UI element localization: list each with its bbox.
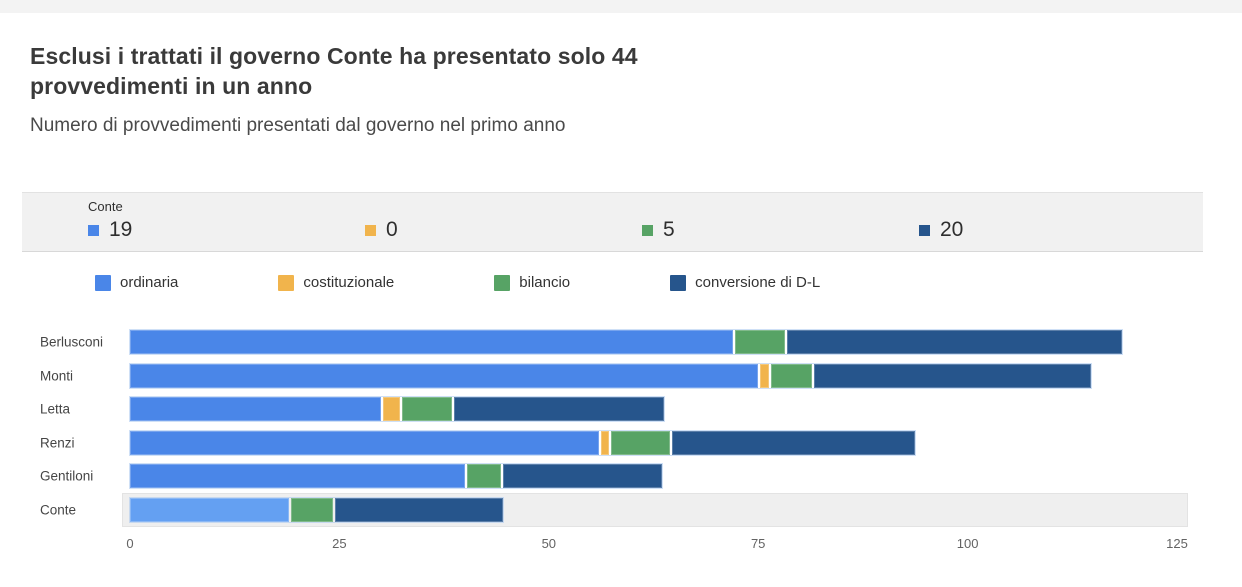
bar-segment-bilancio[interactable] [770, 363, 813, 388]
bilancio-swatch-icon [642, 224, 653, 236]
chart-subtitle: Numero di provvedimenti presentati dal g… [30, 115, 566, 136]
bar-segment-bilancio[interactable] [402, 397, 453, 422]
tooltip-value: 19 [109, 218, 133, 241]
legend-item-bilancio: bilancio [494, 274, 570, 291]
bar-row: Letta [0, 397, 1242, 422]
bar-stack [130, 430, 915, 455]
bar-stack [130, 497, 503, 522]
costituzionale-legend-swatch-icon [278, 274, 295, 291]
bar-segment-costituzionale[interactable] [383, 397, 401, 422]
tooltip-item-bilancio: 5 [642, 218, 919, 242]
bar-segment-conversione-di-d-l[interactable] [454, 397, 664, 422]
legend-item-ordinaria: ordinaria [95, 274, 178, 291]
ordinaria-legend-swatch-icon [95, 274, 111, 291]
bar-segment-conversione-di-d-l[interactable] [335, 497, 503, 522]
x-axis-tick-label: 0 [126, 536, 134, 551]
bar-segment-ordinaria[interactable] [130, 464, 466, 489]
bar-segment-ordinaria[interactable] [130, 397, 382, 422]
legend-label: ordinaria [120, 274, 179, 291]
tooltip-value: 5 [663, 218, 675, 241]
bar-segment-conversione-di-d-l[interactable] [814, 363, 1091, 388]
bar-row: Conte [0, 492, 1242, 527]
bar-segment-bilancio[interactable] [467, 464, 501, 489]
page-top-strip [0, 0, 1242, 13]
x-axis-tick-label: 125 [1166, 536, 1188, 551]
x-axis-tick-label: 25 [332, 536, 347, 551]
legend-label: bilancio [519, 274, 571, 291]
tooltip-value: 20 [940, 218, 964, 241]
x-axis: 0 25 50 75 100 125 [126, 536, 1187, 554]
bar-row: Renzi [0, 430, 1242, 455]
bar-segment-bilancio[interactable] [735, 330, 786, 354]
tooltip-value: 0 [386, 218, 398, 241]
bar-segment-conversione-di-d-l[interactable] [502, 464, 662, 489]
bar-segment-costituzionale[interactable] [760, 363, 769, 388]
bar-stack [130, 363, 1091, 388]
bar-segment-bilancio[interactable] [291, 497, 334, 522]
legend-label: costituzionale [303, 274, 395, 291]
row-label: Gentiloni [40, 468, 94, 484]
row-label: Monti [40, 368, 74, 384]
bar-segment-conversione-di-d-l[interactable] [672, 430, 915, 455]
bar-segment-ordinaria[interactable] [130, 430, 600, 455]
tooltip-item-conversione: 20 [919, 218, 1196, 242]
hover-tooltip: Conte 19 0 5 20 [22, 192, 1203, 252]
row-label: Conte [40, 502, 77, 518]
legend-item-conversione: conversione di D-L [670, 274, 820, 291]
chart-title: Esclusi i trattati il governo Conte ha p… [30, 43, 638, 99]
tooltip-items: 19 0 5 20 [88, 218, 1203, 242]
bar-segment-bilancio[interactable] [611, 430, 671, 455]
bar-row: Monti [0, 363, 1242, 388]
legend-item-costituzionale: costituzionale [278, 274, 394, 291]
x-axis-tick-label: 75 [750, 536, 766, 551]
row-label: Berlusconi [40, 334, 104, 350]
costituzionale-swatch-icon [365, 224, 376, 236]
tooltip-item-ordinaria: 19 [88, 218, 365, 242]
bar-row: Gentiloni [0, 464, 1242, 489]
bar-segment-costituzionale[interactable] [601, 430, 610, 455]
row-label: Letta [40, 401, 71, 417]
bar-segment-ordinaria[interactable] [130, 497, 290, 522]
tooltip-category-label: Conte [88, 199, 123, 214]
row-label: Renzi [40, 435, 75, 451]
tooltip-item-costituzionale: 0 [365, 218, 642, 242]
bar-segment-ordinaria[interactable] [130, 330, 734, 354]
bar-segment-conversione-di-d-l[interactable] [787, 330, 1123, 354]
conversione-swatch-icon [919, 224, 930, 236]
bar-segment-ordinaria[interactable] [130, 363, 759, 388]
bar-row: Berlusconi [0, 330, 1242, 354]
legend: ordinaria costituzionale bilancio conver… [95, 274, 920, 291]
ordinaria-swatch-icon [88, 224, 99, 236]
bar-stack [130, 397, 664, 422]
bar-stack [130, 330, 1123, 354]
x-axis-tick-label: 100 [956, 536, 979, 551]
bar-chart: Berlusconi Monti Letta Renzi Gentiloni Conte [0, 330, 1242, 532]
legend-label: conversione di D-L [695, 274, 821, 291]
conversione-legend-swatch-icon [670, 274, 687, 291]
bilancio-legend-swatch-icon [494, 274, 511, 291]
x-axis-tick-label: 50 [541, 536, 557, 551]
bar-stack [130, 464, 662, 489]
